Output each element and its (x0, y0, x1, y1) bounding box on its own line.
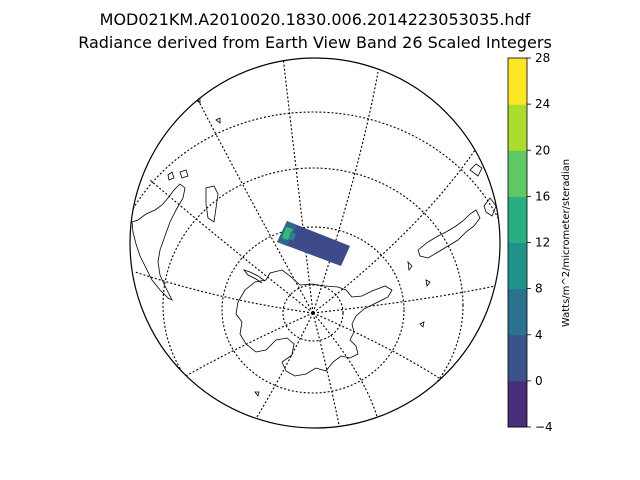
plot-title-line-1: MOD021KM.A2010020.1830.006.2014223053035… (99, 10, 531, 29)
meridian (169, 312, 314, 386)
colorbar-band (508, 150, 527, 197)
island-right-2 (407, 260, 431, 328)
colorbar-tick-label: 24 (535, 97, 550, 111)
map-interior (130, 58, 500, 428)
island-bottom-left (254, 391, 260, 397)
meridian (312, 312, 341, 428)
globe-outline (129, 57, 501, 429)
modis-swath (277, 221, 350, 266)
meridian (149, 179, 314, 314)
meridian (251, 312, 314, 426)
meridian (196, 97, 314, 314)
meridian (134, 271, 314, 314)
coast-right-edge (469, 163, 483, 177)
latitude-circle-80S (282, 284, 344, 342)
meridian (312, 149, 476, 314)
colorbar-band (508, 288, 527, 336)
south-america-coastline (131, 183, 186, 301)
meridian (312, 71, 379, 314)
colorbar-tick-label: 8 (535, 282, 543, 296)
meridian (282, 58, 314, 314)
colorbar-band (508, 196, 527, 243)
colorbar-tick-label: 12 (535, 236, 550, 250)
colorbar-tick-label: −4 (535, 420, 553, 434)
colorbar-band (508, 104, 527, 151)
meridian (312, 312, 381, 428)
island-right-1 (483, 197, 497, 217)
latitude-circle-60S (162, 167, 464, 428)
new-zealand-coastline (417, 209, 481, 259)
colorbar-band (508, 242, 527, 290)
graticule (130, 58, 500, 428)
colorbar-tick-label: 4 (535, 328, 543, 342)
colorbar-band (508, 334, 527, 382)
antarctic-peninsula (242, 269, 266, 284)
swath-highlight (282, 227, 293, 240)
colorbar-band (508, 58, 527, 105)
island-small-left (167, 171, 175, 181)
latitude-circle-70S (221, 226, 405, 394)
antarctica-coastline (235, 269, 393, 377)
colorbar-band (508, 380, 527, 428)
island-falklands (205, 185, 219, 223)
colorbar-tick-label: 16 (535, 189, 550, 203)
island-south-georgia (179, 169, 189, 179)
colorbar-unit-label: Watts/m^2/micrometer/steradian (561, 159, 572, 327)
colorbar-tick-label: 20 (535, 143, 550, 157)
swath-base (277, 221, 350, 266)
colorbar-bands (508, 58, 527, 428)
colorbar-tick-label: 0 (535, 374, 543, 388)
swath-highlight-2 (289, 232, 296, 241)
latitude-circle-50S (130, 111, 500, 428)
colorbar-tick-label: 28 (535, 51, 550, 65)
colorbar-ticks: −4 0 4 8 12 16 20 24 28 (527, 51, 553, 434)
plot-title-line-2: Radiance derived from Earth View Band 26… (78, 33, 552, 52)
